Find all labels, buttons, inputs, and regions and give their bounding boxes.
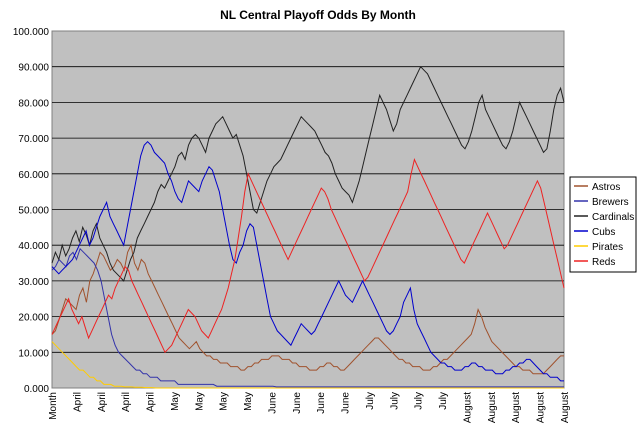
x-tick-label: August [560,392,571,423]
legend-label: Cardinals [592,212,634,223]
y-tick-label: 60.000 [18,170,49,181]
x-tick-label: April [121,392,132,412]
series-line-cubs [51,140,564,382]
x-tick-label: August [511,392,522,423]
x-tick-label: July [365,392,376,410]
legend-label: Cubs [592,227,615,238]
x-tick-label: July [389,392,400,410]
y-tick-label: 10.000 [18,348,49,359]
x-tick-label: June [267,392,278,414]
x-tick-label: May [194,392,205,411]
legend-label: Pirates [592,242,623,253]
x-tick-label: Month [48,392,59,420]
x-tick-label: April [97,392,108,412]
chart-title: NL Central Playoff Odds By Month [220,8,416,22]
x-tick-label: June [292,392,303,414]
y-tick-label: 80.000 [18,98,49,109]
x-tick-label: April [146,392,157,412]
x-tick-label: August [462,392,473,423]
gridlines [52,66,564,353]
legend-label: Reds [592,257,615,268]
y-tick-label: 50.000 [18,206,49,217]
legend-box [569,176,637,273]
y-tick-label: 70.000 [18,134,49,145]
series-line-brewers [51,247,564,388]
x-tick-label: May [243,392,254,411]
x-tick-label: June [316,392,327,414]
x-axis-ticks: Month April April April April May May May May Jun… [48,392,571,424]
y-tick-label: 90.000 [18,63,49,74]
series-line-astros [51,243,564,375]
series-line-pirates [51,341,564,389]
x-tick-label: May [170,392,181,411]
x-tick-label: June [341,392,352,414]
x-tick-label: May [219,392,230,411]
y-tick-label: 20.000 [18,313,49,324]
x-tick-label: August [487,392,498,423]
y-tick-label: 40.000 [18,241,49,252]
legend-label: Astros [592,182,620,193]
x-tick-label: July [414,392,425,410]
x-tick-label: August [536,392,547,423]
y-tick-label: 100.000 [13,27,50,38]
y-tick-label: 0.000 [24,384,49,395]
series-lines [51,65,565,389]
y-tick-label: 30.000 [18,277,49,288]
y-axis-ticks: 0.000 10.000 20.000 30.000 40.000 50.000 60.00… [13,27,50,395]
series-line-cardinals [51,65,565,282]
x-tick-label: April [72,392,83,412]
x-tick-label: July [438,392,449,410]
legend: Astros Brewers Cardinals Cubs Pirates Reds [574,182,634,268]
legend-label: Brewers [592,197,629,208]
series-line-reds [51,157,565,354]
